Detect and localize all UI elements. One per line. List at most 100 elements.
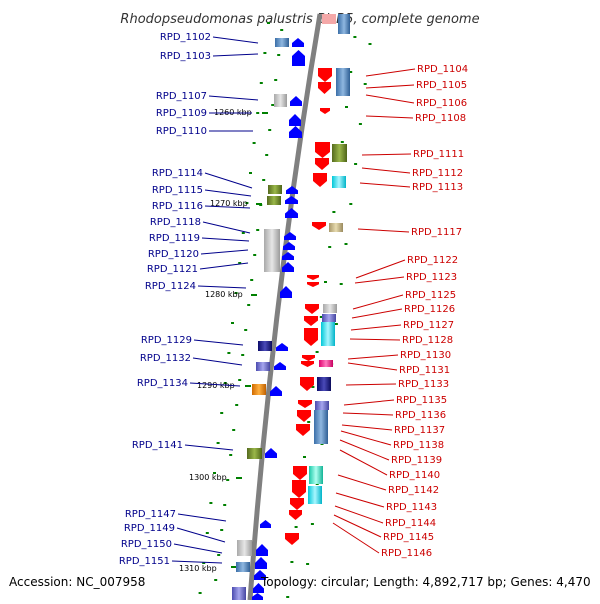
gene-label-left[interactable]: RPD_1141 <box>132 440 183 451</box>
gene-bar[interactable] <box>258 341 272 351</box>
gene-label-right[interactable]: RPD_1142 <box>388 485 439 496</box>
gene-label-right[interactable]: RPD_1127 <box>403 320 454 331</box>
gene-label-left[interactable]: RPD_1115 <box>152 185 203 196</box>
gene-bar[interactable] <box>314 410 328 444</box>
gene-bar[interactable] <box>264 229 280 272</box>
forward-gene-arrow[interactable] <box>280 286 292 298</box>
gene-bar[interactable] <box>275 38 289 47</box>
gene-label-left[interactable]: RPD_1119 <box>149 233 200 244</box>
forward-gene-arrow[interactable] <box>292 50 305 66</box>
gene-label-right[interactable]: RPD_1122 <box>407 255 458 266</box>
gene-bar[interactable] <box>319 360 333 367</box>
gene-label-left[interactable]: RPD_1102 <box>160 32 211 43</box>
gene-label-right[interactable]: RPD_1111 <box>413 149 464 160</box>
forward-gene-arrow[interactable] <box>254 570 266 580</box>
reverse-gene-arrow[interactable] <box>298 400 312 408</box>
forward-gene-arrow[interactable] <box>284 232 296 240</box>
forward-gene-arrow[interactable] <box>285 196 298 204</box>
reverse-gene-arrow[interactable] <box>304 328 318 346</box>
gene-label-left[interactable]: RPD_1110 <box>156 126 207 137</box>
gene-bar[interactable] <box>236 562 250 572</box>
gene-label-right[interactable]: RPD_1138 <box>393 440 444 451</box>
gene-label-right[interactable]: RPD_1137 <box>394 425 445 436</box>
gene-label-right[interactable]: RPD_1123 <box>406 272 457 283</box>
reverse-gene-arrow[interactable] <box>290 498 304 510</box>
gene-bar[interactable] <box>323 304 337 313</box>
gene-label-right[interactable]: RPD_1140 <box>389 470 440 481</box>
forward-gene-arrow[interactable] <box>286 186 298 194</box>
gene-label-right[interactable]: RPD_1126 <box>404 304 455 315</box>
gene-label-left[interactable]: RPD_1124 <box>145 281 196 292</box>
reverse-gene-arrow[interactable] <box>289 510 302 520</box>
forward-gene-arrow[interactable] <box>252 593 263 600</box>
gene-bar[interactable] <box>309 466 323 484</box>
reverse-gene-arrow[interactable] <box>297 410 311 422</box>
reverse-gene-arrow[interactable] <box>300 377 314 391</box>
gene-bar[interactable] <box>332 176 346 188</box>
gene-label-left[interactable]: RPD_1151 <box>119 556 170 567</box>
gene-label-right[interactable]: RPD_1131 <box>399 365 450 376</box>
reverse-gene-arrow[interactable] <box>315 158 329 170</box>
forward-gene-arrow[interactable] <box>285 208 298 218</box>
gene-label-left[interactable]: RPD_1121 <box>147 264 198 275</box>
gene-label-left[interactable]: RPD_1147 <box>125 509 176 520</box>
gene-label-left[interactable]: RPD_1114 <box>152 168 203 179</box>
gene-label-left[interactable]: RPD_1132 <box>140 353 191 364</box>
forward-gene-arrow[interactable] <box>260 520 271 528</box>
gene-label-right[interactable]: RPD_1144 <box>385 518 436 529</box>
reverse-gene-arrow[interactable] <box>296 424 310 436</box>
reverse-gene-arrow[interactable] <box>307 282 319 287</box>
reverse-gene-arrow[interactable] <box>307 275 319 280</box>
gene-bar[interactable] <box>322 14 336 24</box>
reverse-gene-arrow[interactable] <box>315 142 330 158</box>
gene-bar[interactable] <box>274 94 287 107</box>
gene-label-right[interactable]: RPD_1130 <box>400 350 451 361</box>
reverse-gene-arrow[interactable] <box>304 316 318 326</box>
gene-label-right[interactable]: RPD_1128 <box>402 335 453 346</box>
gene-bar[interactable] <box>336 68 350 96</box>
reverse-gene-arrow[interactable] <box>312 222 326 230</box>
gene-bar[interactable] <box>237 540 252 556</box>
gene-bar[interactable] <box>256 362 270 371</box>
gene-label-left[interactable]: RPD_1118 <box>150 217 201 228</box>
gene-label-left[interactable]: RPD_1134 <box>137 378 188 389</box>
forward-gene-arrow[interactable] <box>265 448 277 458</box>
gene-bar[interactable] <box>268 185 282 194</box>
gene-label-left[interactable]: RPD_1120 <box>148 249 199 260</box>
gene-label-right[interactable]: RPD_1104 <box>417 64 468 75</box>
gene-label-right[interactable]: RPD_1108 <box>415 113 466 124</box>
reverse-gene-arrow[interactable] <box>313 173 327 187</box>
forward-gene-arrow[interactable] <box>282 252 294 260</box>
reverse-gene-arrow[interactable] <box>320 108 330 114</box>
forward-gene-arrow[interactable] <box>270 386 282 396</box>
forward-gene-arrow[interactable] <box>274 362 286 370</box>
forward-gene-arrow[interactable] <box>292 38 304 47</box>
reverse-gene-arrow[interactable] <box>318 68 332 82</box>
forward-gene-arrow[interactable] <box>256 544 268 556</box>
gene-label-left[interactable]: RPD_1107 <box>156 91 207 102</box>
reverse-gene-arrow[interactable] <box>292 480 306 498</box>
gene-label-left[interactable]: RPD_1116 <box>152 201 203 212</box>
gene-label-right[interactable]: RPD_1106 <box>416 98 467 109</box>
gene-bar[interactable] <box>267 196 281 205</box>
reverse-gene-arrow[interactable] <box>302 355 315 361</box>
gene-bar[interactable] <box>308 486 322 504</box>
gene-bar[interactable] <box>252 384 266 395</box>
gene-label-right[interactable]: RPD_1112 <box>412 168 463 179</box>
reverse-gene-arrow[interactable] <box>285 533 299 545</box>
gene-label-right[interactable]: RPD_1105 <box>416 80 467 91</box>
gene-label-right[interactable]: RPD_1125 <box>405 290 456 301</box>
gene-label-right[interactable]: RPD_1135 <box>396 395 447 406</box>
gene-label-left[interactable]: RPD_1149 <box>124 523 175 534</box>
forward-gene-arrow[interactable] <box>282 262 294 272</box>
gene-label-right[interactable]: RPD_1113 <box>412 182 463 193</box>
gene-label-right[interactable]: RPD_1133 <box>398 379 449 390</box>
gene-label-left[interactable]: RPD_1150 <box>121 539 172 550</box>
gene-bar[interactable] <box>321 322 335 346</box>
forward-gene-arrow[interactable] <box>253 583 264 593</box>
forward-gene-arrow[interactable] <box>255 557 267 569</box>
gene-label-right[interactable]: RPD_1145 <box>383 532 434 543</box>
gene-label-right[interactable]: RPD_1146 <box>381 548 432 559</box>
forward-gene-arrow[interactable] <box>289 114 301 126</box>
gene-bar[interactable] <box>317 377 331 391</box>
